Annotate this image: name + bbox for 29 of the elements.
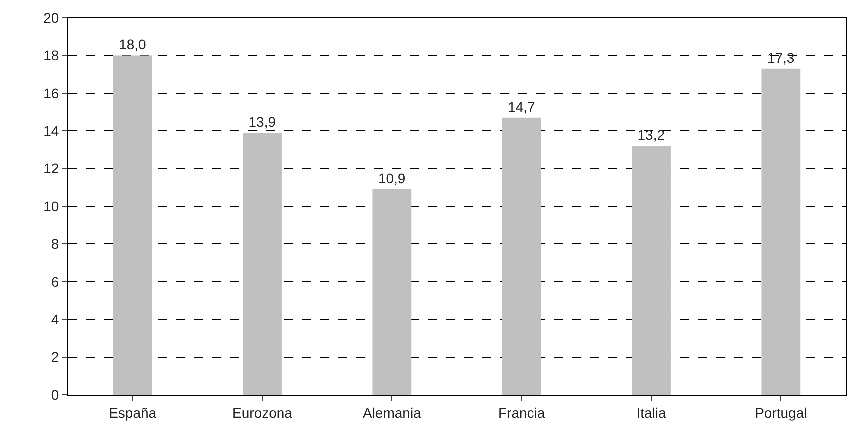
data-label: 14,7 bbox=[508, 98, 536, 115]
y-tick-label: 14 bbox=[44, 123, 60, 139]
x-tick-label: Alemania bbox=[362, 404, 422, 421]
y-tick-label: 2 bbox=[51, 349, 60, 366]
y-tick-label: 6 bbox=[51, 274, 60, 290]
y-tick-label: 12 bbox=[44, 160, 60, 177]
x-tick-label: Eurozona bbox=[232, 404, 293, 421]
bar bbox=[372, 190, 412, 395]
bar bbox=[502, 118, 542, 395]
data-label: 18,0 bbox=[119, 36, 147, 53]
data-label: 17,3 bbox=[767, 50, 795, 66]
bar bbox=[243, 132, 282, 395]
data-label: 13,9 bbox=[248, 114, 276, 130]
bar bbox=[632, 146, 671, 395]
x-tick-label: España bbox=[109, 404, 157, 421]
x-tick-label: Portugal bbox=[755, 404, 808, 421]
y-tick-label: 8 bbox=[51, 236, 60, 252]
x-tick-label: Italia bbox=[636, 404, 666, 421]
bar bbox=[762, 68, 801, 395]
y-tick-label: 0 bbox=[51, 386, 60, 403]
data-label: 13,2 bbox=[638, 127, 666, 144]
y-tick-label: 20 bbox=[44, 10, 60, 26]
y-tick-label: 18 bbox=[44, 48, 60, 64]
y-tick-label: 10 bbox=[44, 198, 60, 214]
y-tick-label: 4 bbox=[51, 312, 60, 328]
bar bbox=[113, 56, 152, 395]
x-tick-label: Francia bbox=[498, 404, 546, 421]
data-label: 10,9 bbox=[378, 170, 406, 187]
y-tick-label: 16 bbox=[44, 85, 60, 102]
